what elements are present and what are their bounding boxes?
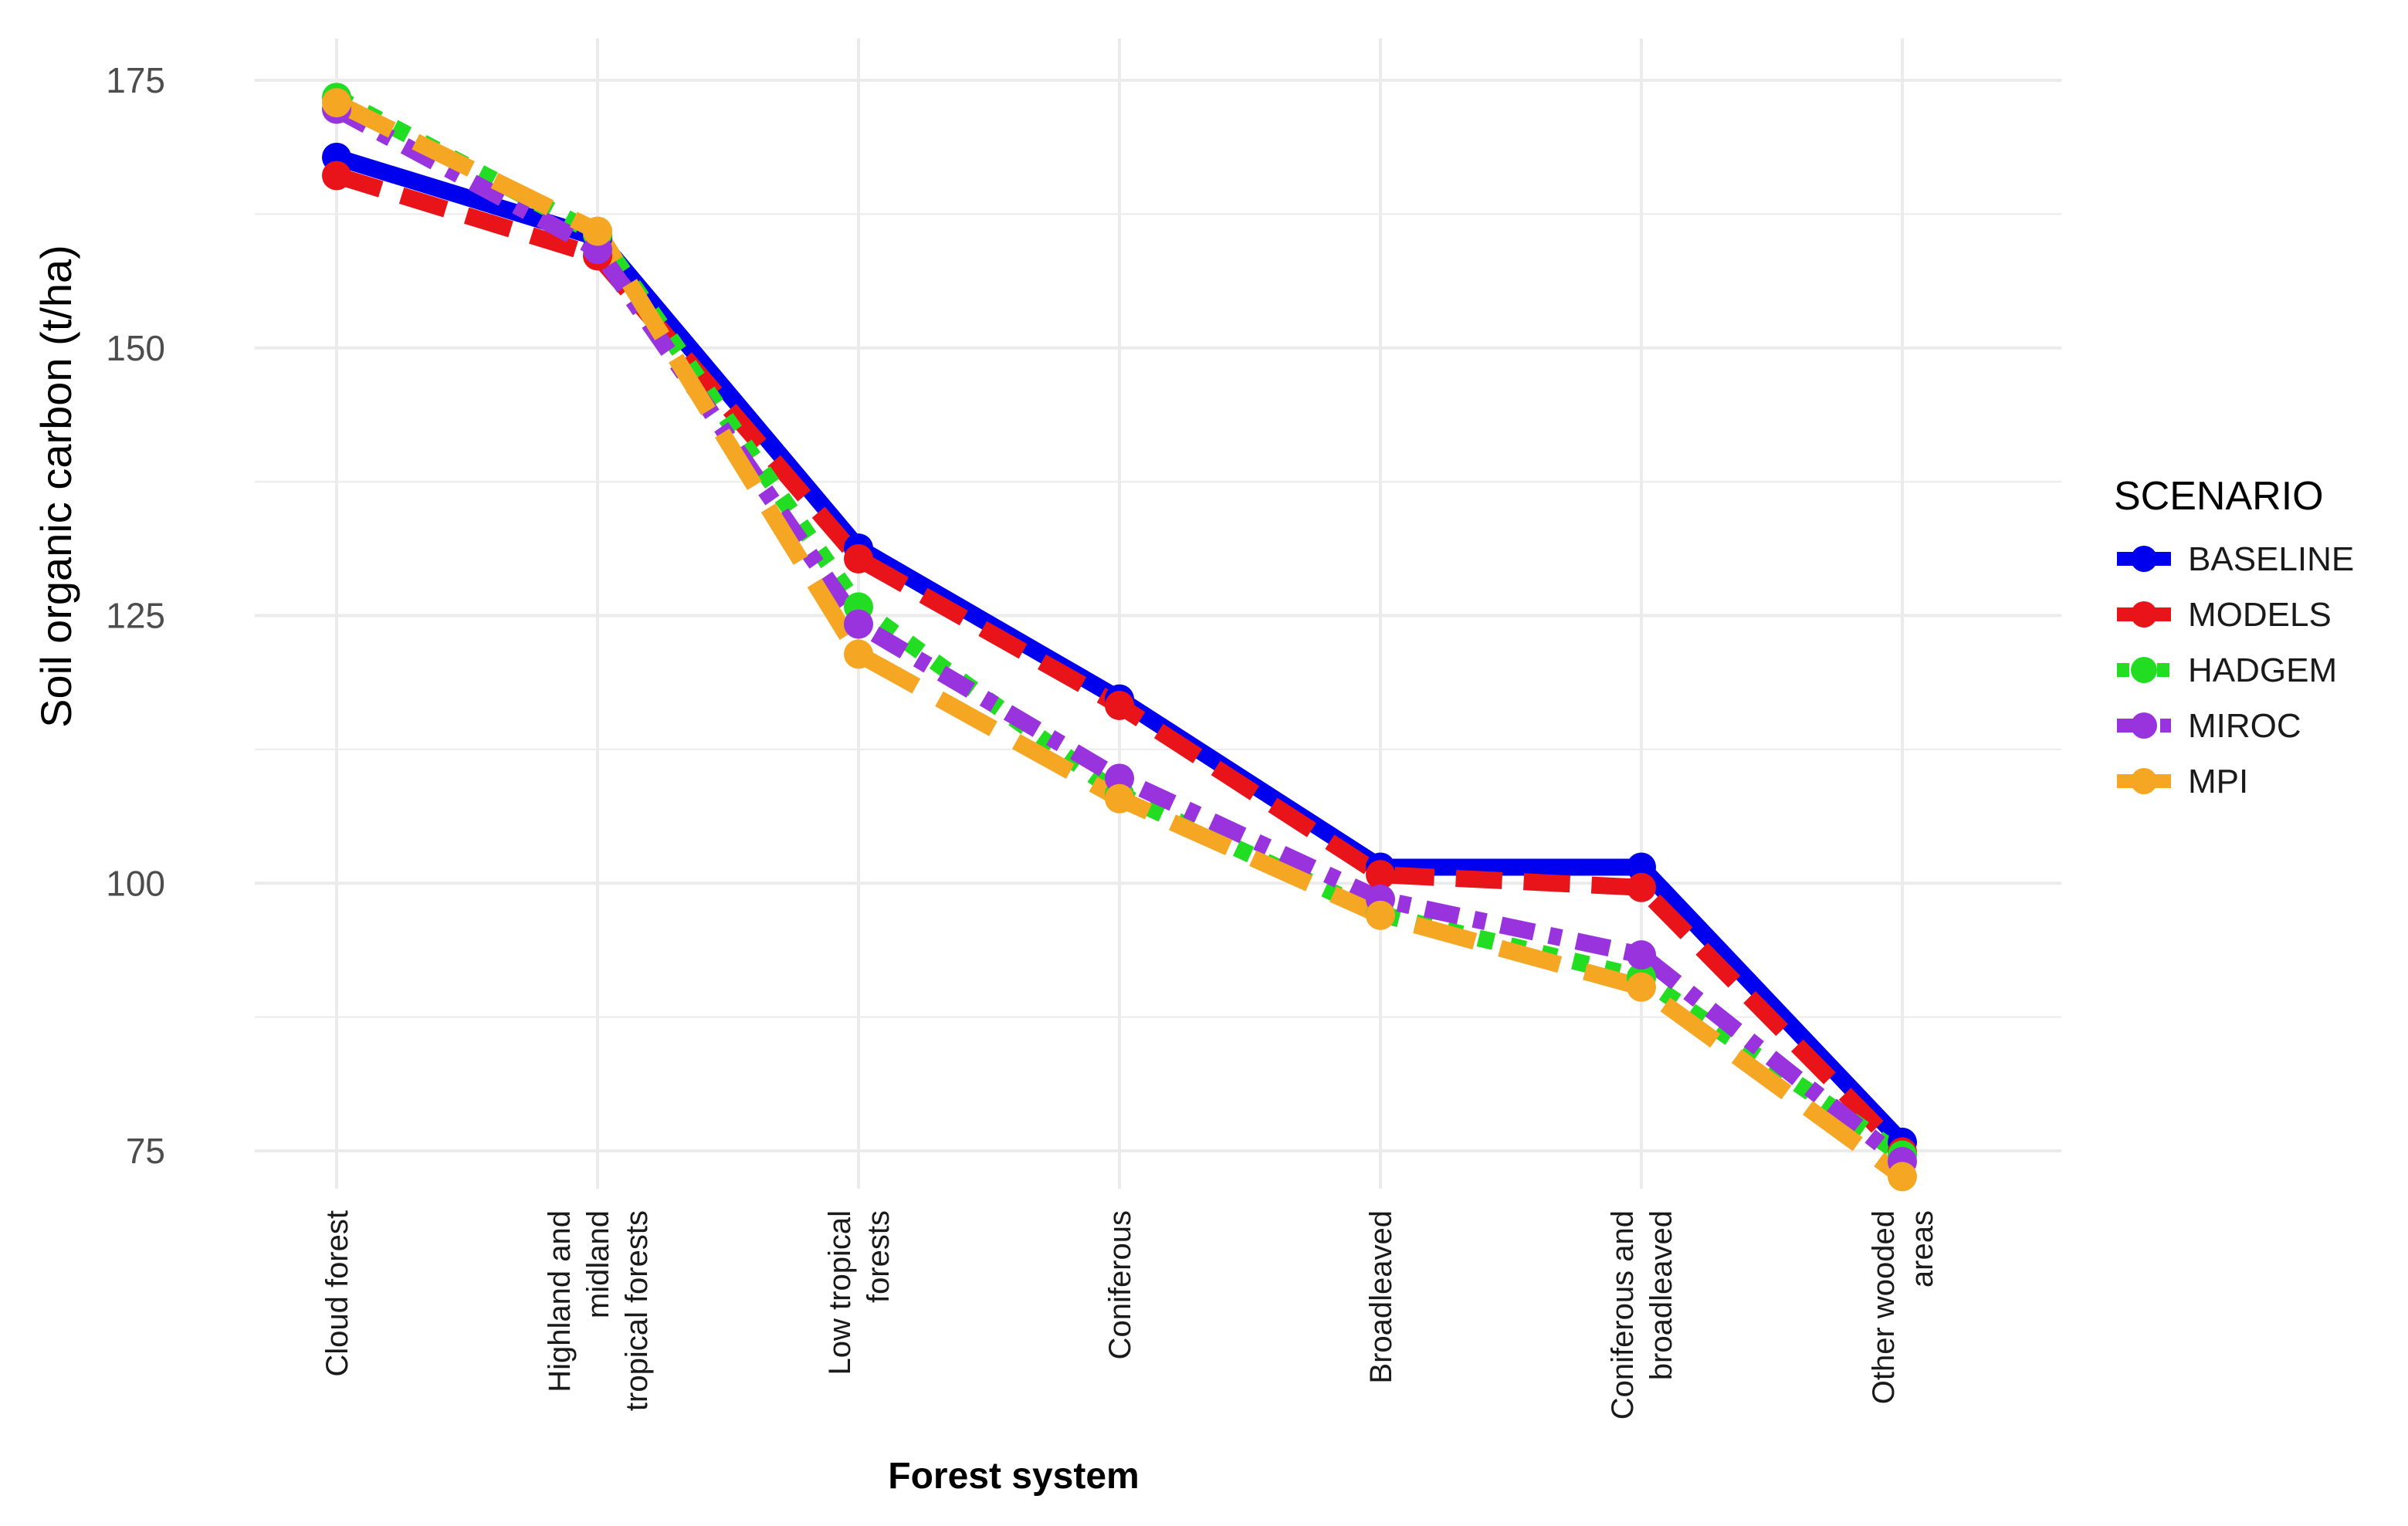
x-tick-label-line: Coniferous and [1606, 1210, 1640, 1419]
data-point-mpi [1627, 972, 1656, 1002]
y-tick-label: 150 [106, 328, 165, 368]
x-tick-label-line: Other wooded [1867, 1210, 1901, 1404]
x-tick-label-line: midland [581, 1210, 615, 1318]
legend-label-mpi: MPI [2188, 763, 2248, 800]
x-tick-label: Coniferous [1103, 1210, 1137, 1359]
data-point-models [844, 543, 873, 574]
x-tick-label: Low tropical forests [823, 1210, 896, 1375]
legend-key-point [2131, 657, 2157, 683]
data-point-miroc [844, 609, 873, 639]
data-point-miroc [1105, 763, 1134, 793]
data-point-models [1627, 872, 1656, 902]
y-tick-label: 125 [106, 596, 165, 636]
x-tick-label-line: Cloud forest [320, 1210, 354, 1377]
x-tick-label-line: Broadleaved [1364, 1210, 1398, 1384]
series-points [322, 83, 1917, 1192]
y-axis-ticks: 75 100 125 150 175 [106, 60, 165, 1171]
legend-label-models: MODELS [2188, 596, 2332, 634]
data-point-mpi [322, 88, 351, 118]
data-point-models [1105, 691, 1134, 721]
x-tick-label: Highland and midland tropical forests [543, 1210, 654, 1411]
x-tick-label-line: Low tropical [823, 1210, 857, 1375]
data-point-baseline [1627, 852, 1656, 882]
x-tick-label-line: Coniferous [1103, 1210, 1137, 1359]
data-point-models [1366, 860, 1395, 890]
data-point-mpi [1105, 783, 1134, 814]
x-axis-ticks: Cloud forest Highland and midland tropical … [320, 1210, 1939, 1419]
legend-label-hadgem: HADGEM [2188, 651, 2337, 689]
y-tick-label: 175 [106, 60, 165, 100]
legend-title: SCENARIO [2114, 474, 2324, 519]
data-point-mpi [583, 216, 612, 246]
legend: SCENARIO BASELINE MODELS HADGEM MIROC MPI [2114, 474, 2354, 800]
legend-key-point [2131, 601, 2157, 628]
x-axis-title: Forest system [888, 1456, 1139, 1497]
x-tick-label-line: forests [862, 1210, 896, 1303]
x-tick-label: Coniferous and broadleaved [1606, 1210, 1678, 1419]
x-tick-label-line: Highland and [543, 1210, 577, 1392]
data-point-mpi [1366, 900, 1395, 930]
x-tick-label: Cloud forest [320, 1210, 354, 1377]
y-axis-title: Soil organic carbon (t/ha) [32, 245, 80, 728]
x-tick-label-line: areas [1905, 1210, 1939, 1287]
data-point-mpi [844, 639, 873, 669]
x-tick-label: Broadleaved [1364, 1210, 1398, 1384]
x-tick-label-line: tropical forests [620, 1210, 654, 1411]
x-tick-label: Other wooded areas [1867, 1210, 1939, 1404]
data-point-models [322, 161, 351, 191]
x-tick-label-line: broadleaved [1644, 1210, 1678, 1380]
y-tick-label: 100 [106, 863, 165, 903]
legend-key-point [2131, 712, 2157, 739]
data-point-miroc [1627, 940, 1656, 970]
legend-key-point [2131, 546, 2157, 572]
legend-key-point [2131, 768, 2157, 794]
y-tick-label: 75 [126, 1131, 165, 1171]
legend-label-baseline: BASELINE [2188, 540, 2354, 578]
data-point-mpi [1888, 1162, 1917, 1192]
legend-label-miroc: MIROC [2188, 707, 2301, 745]
